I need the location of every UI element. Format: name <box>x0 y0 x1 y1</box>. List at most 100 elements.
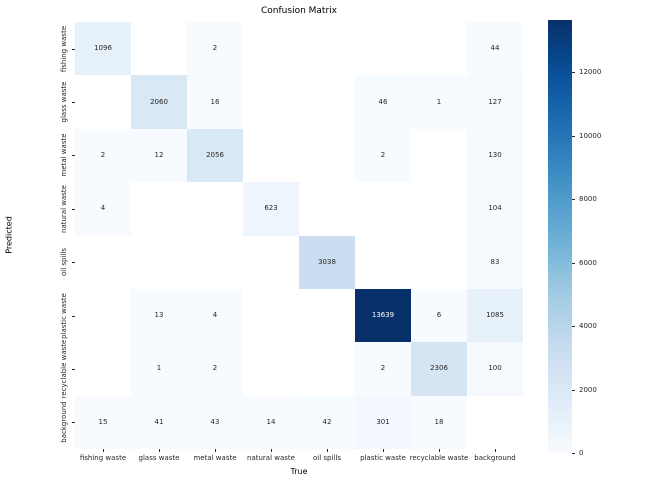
matrix-cell: 2 <box>355 342 411 396</box>
cell-value: 12 <box>154 150 164 159</box>
y-tick-label: natural waste <box>60 184 68 233</box>
matrix-cell <box>355 22 411 76</box>
y-tick-mark <box>72 368 75 370</box>
x-tick-label: recyclable waste <box>409 454 469 462</box>
matrix-cell <box>75 288 131 343</box>
matrix-cell <box>355 235 411 289</box>
cell-value: 623 <box>264 204 278 213</box>
matrix-cell <box>299 342 355 396</box>
cell-value: 2 <box>212 364 218 373</box>
colorbar-tick-label: 4000 <box>579 322 597 330</box>
matrix-cell <box>187 182 243 236</box>
matrix-cell: 12 <box>131 128 187 183</box>
cell-value: 301 <box>376 417 390 426</box>
cell-value: 100 <box>488 364 502 373</box>
matrix-cell <box>187 235 243 289</box>
matrix-cell: 6 <box>411 288 467 343</box>
matrix-cell: 2 <box>187 342 243 396</box>
matrix-cell <box>75 235 131 289</box>
colorbar-tick-label: 2000 <box>579 385 597 394</box>
matrix-cell <box>299 22 355 76</box>
x-tick-mark <box>159 449 160 452</box>
matrix-cell: 44 <box>467 22 523 76</box>
matrix-cell <box>75 342 131 396</box>
cell-value: 13639 <box>371 311 395 320</box>
cell-value: 4 <box>100 204 106 213</box>
matrix-cell <box>131 182 187 236</box>
cell-value: 15 <box>98 417 108 426</box>
cell-value: 14 <box>266 417 276 426</box>
matrix-cell <box>243 128 299 183</box>
matrix-cell: 127 <box>467 75 523 129</box>
cell-value: 1096 <box>94 44 112 53</box>
matrix-cell: 104 <box>467 182 523 236</box>
matrix-cell: 2306 <box>411 342 467 396</box>
matrix-cell: 46 <box>355 75 411 129</box>
matrix-cell <box>411 235 467 289</box>
matrix-cell <box>243 288 299 343</box>
cell-value: 2306 <box>430 364 448 373</box>
matrix-cell <box>243 342 299 396</box>
matrix-cell: 16 <box>187 75 243 129</box>
colorbar-tick-mark <box>572 453 575 454</box>
colorbar-tick-label: 8000 <box>579 195 597 204</box>
x-axis-label: True <box>290 467 308 476</box>
matrix-cell: 41 <box>131 395 187 449</box>
matrix-cell <box>131 22 187 76</box>
colorbar-tick-mark <box>572 199 575 201</box>
colorbar-gradient <box>548 20 572 453</box>
y-tick-mark <box>72 262 75 264</box>
matrix-cell <box>299 128 355 183</box>
cell-value: 43 <box>210 417 220 426</box>
matrix-cell: 301 <box>355 395 411 449</box>
y-tick-label: background <box>60 401 68 444</box>
cell-value: 127 <box>488 97 502 106</box>
cell-value: 2 <box>100 150 106 159</box>
matrix-cell: 14 <box>243 395 299 449</box>
x-tick-label: fishing waste <box>79 454 127 462</box>
matrix-cell: 1 <box>411 75 467 129</box>
colorbar-tick-mark <box>572 72 575 74</box>
matrix-cell: 1085 <box>467 288 523 343</box>
cell-value: 44 <box>490 44 500 53</box>
matrix-cell <box>299 288 355 343</box>
y-tick-mark <box>72 102 75 104</box>
cell-value: 41 <box>154 417 164 426</box>
x-tick-mark <box>383 449 384 452</box>
matrix-cell: 1096 <box>75 22 131 76</box>
matrix-cell: 130 <box>467 128 523 183</box>
cell-value: 104 <box>488 204 502 213</box>
x-tick-mark <box>495 449 496 452</box>
matrix-cell: 2060 <box>131 75 187 129</box>
matrix-cell <box>411 128 467 183</box>
matrix-cell: 15 <box>75 395 131 449</box>
x-tick-label: natural waste <box>247 454 295 462</box>
colorbar-tick-label: 6000 <box>579 258 597 267</box>
cell-value: 18 <box>434 417 444 426</box>
x-tick-mark <box>439 449 440 452</box>
matrix-cell: 4 <box>75 182 131 236</box>
matrix-cell <box>299 182 355 236</box>
matrix-cell: 623 <box>243 182 299 236</box>
cell-value: 1 <box>156 364 162 373</box>
matrix-cell <box>243 235 299 289</box>
chart-title: Confusion Matrix <box>261 6 337 16</box>
matrix-cell: 3038 <box>299 235 355 289</box>
matrix-cell: 2 <box>355 128 411 183</box>
y-tick-label: plastic waste <box>60 292 68 339</box>
colorbar-tick-mark <box>572 262 575 264</box>
cell-value: 2 <box>212 44 218 53</box>
colorbar-tick-label: 12000 <box>579 68 602 77</box>
x-tick-label: glass waste <box>138 454 180 462</box>
matrix-cell: 2 <box>187 22 243 76</box>
matrix-cell <box>355 182 411 236</box>
matrix-cell: 18 <box>411 395 467 449</box>
cell-value: 3038 <box>318 257 336 266</box>
matrix-cell: 4 <box>187 288 243 343</box>
cell-value: 4 <box>212 311 218 320</box>
colorbar-tick-mark <box>572 389 575 391</box>
cell-value: 1085 <box>486 311 504 320</box>
colorbar-tick-label: 10000 <box>579 131 602 140</box>
cell-value: 6 <box>436 311 442 320</box>
x-tick-label: oil spills <box>313 454 341 462</box>
